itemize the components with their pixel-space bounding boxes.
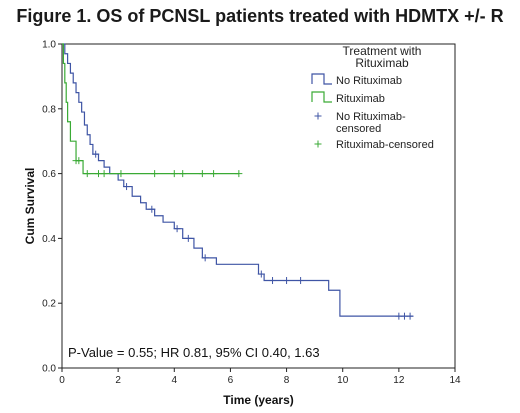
censor-point-no-rituximab	[148, 205, 156, 213]
y-tick-label: 0.2	[42, 299, 56, 310]
y-tick-label: 0.8	[42, 104, 56, 115]
x-tick-label: 12	[393, 375, 405, 386]
legend-swatch-rituximab-censored	[314, 140, 322, 148]
legend-label: Rituximab	[336, 93, 385, 105]
censor-point-no-rituximab	[283, 277, 291, 285]
censor-point-rituximab	[117, 170, 125, 178]
legend-label: No Rituximab	[336, 75, 402, 87]
legend-swatch-no-rituximab-censored	[314, 112, 322, 120]
censor-point-rituximab	[100, 170, 108, 178]
x-tick-label: 8	[284, 375, 290, 386]
censor-point-no-rituximab	[297, 277, 305, 285]
censor-point-rituximab	[83, 170, 91, 178]
legend-swatch-rituximab	[311, 91, 332, 103]
series-line-rituximab	[62, 43, 239, 175]
legend-label: No Rituximab-	[336, 111, 406, 123]
x-tick-label: 14	[449, 375, 461, 386]
series-line-no-rituximab	[62, 43, 413, 317]
legend-title: Treatment with	[343, 44, 422, 58]
series-layer	[62, 43, 414, 320]
censor-point-rituximab	[179, 170, 187, 178]
legend-label: censored	[336, 123, 381, 135]
y-tick-label: 0.6	[42, 169, 56, 180]
censor-point-no-rituximab	[123, 183, 131, 191]
axes: 0 2 4 6 8 10 12 14 0.0 0.2 0.4 0.6 0.8 1.0 Time (years…	[23, 40, 461, 408]
legend-swatch-no-rituximab	[311, 73, 332, 85]
y-tick-label: 0.0	[42, 364, 56, 375]
x-tick-label: 4	[172, 375, 178, 386]
censor-point-no-rituximab	[92, 150, 100, 158]
censor-point-rituximab	[151, 170, 159, 178]
censor-point-rituximab	[235, 170, 243, 178]
censor-point-rituximab	[210, 170, 218, 178]
censor-point-rituximab	[198, 170, 206, 178]
x-tick-label: 10	[337, 375, 349, 386]
figure-title: Figure 1. OS of PCNSL patients treated w…	[16, 6, 504, 26]
y-tick-label: 0.4	[42, 234, 56, 245]
censor-point-no-rituximab	[269, 277, 277, 285]
censor-point-rituximab	[170, 170, 178, 178]
x-tick-label: 6	[228, 375, 234, 386]
y-axis-title: Cum Survival	[23, 168, 37, 245]
censor-point-no-rituximab	[201, 254, 209, 262]
stats-annotation: P-Value = 0.55; HR 0.81, 95% CI 0.40, 1.…	[68, 345, 320, 360]
legend-title: Rituximab	[355, 56, 409, 70]
censor-point-no-rituximab	[257, 270, 265, 278]
legend-label: Rituximab-censored	[336, 139, 434, 151]
censor-point-no-rituximab	[184, 234, 192, 242]
censor-point-no-rituximab	[173, 225, 181, 233]
censor-point-no-rituximab	[406, 312, 414, 320]
y-tick-label: 1.0	[42, 40, 56, 51]
x-tick-label: 2	[115, 375, 121, 386]
x-tick-label: 0	[59, 375, 65, 386]
censor-point-rituximab	[75, 157, 83, 165]
plot-frame	[61, 43, 456, 369]
x-axis-title: Time (years)	[223, 393, 293, 407]
